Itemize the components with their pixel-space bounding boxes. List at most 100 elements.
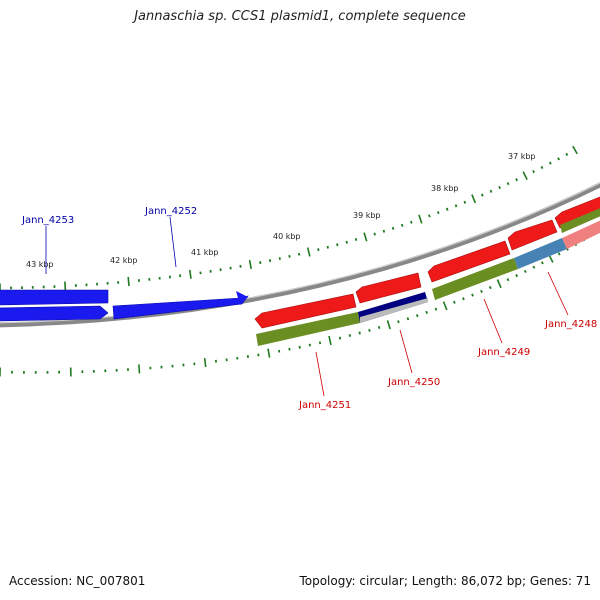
inner-ring-minor-tick (557, 252, 561, 256)
outer-ring-minor-tick (565, 152, 569, 157)
inner-ring-minor-tick (397, 320, 400, 324)
outer-ring-minor-tick (400, 223, 404, 227)
sequence-backbone (0, 182, 600, 328)
gene-label-jann-4248[interactable]: Jann_4248 (544, 319, 597, 330)
outer-ring-minor-tick (540, 165, 544, 169)
outer-ring-minor-tick (326, 245, 329, 249)
inner-ring-minor-tick (453, 300, 456, 304)
inner-ring-minor-tick (406, 317, 410, 321)
topology-value: circular (359, 574, 404, 588)
gene-jann-4252-arrowhead (236, 291, 248, 305)
inner-ring-minor-tick (425, 310, 428, 315)
inner-ring-minor-tick (348, 334, 352, 338)
inner-ring-minor-tick (377, 326, 381, 330)
inner-ring-minor-tick (368, 328, 371, 332)
gene-labels: Jann_4253 Jann_4252 Jann_4251 Jann_4250 … (21, 206, 597, 411)
outer-ring-minor-tick (436, 211, 440, 215)
cog-segment-olive-2 (432, 258, 518, 300)
outer-ring-minor-tick (498, 185, 501, 190)
inner-ring-minor-tick (358, 331, 361, 335)
inner-ring-minor-tick (471, 293, 474, 297)
gene-jann-4252[interactable] (112, 295, 249, 320)
outer-ring-minor-tick (410, 220, 413, 224)
scale-label-42kbp: 42 kbp (110, 256, 138, 265)
outer-ring-minor-tick (548, 161, 552, 165)
gene-label-jann-4253[interactable]: Jann_4253 (21, 215, 74, 226)
inner-ring-major-tick (328, 335, 332, 346)
outer-ring-major-tick (127, 276, 130, 287)
outer-ring-minor-tick (259, 261, 262, 265)
gene-jann-4253-upper[interactable] (0, 289, 109, 306)
gene-jann-4248[interactable] (507, 219, 558, 251)
gene-jann-4251[interactable] (254, 293, 357, 329)
scale-label-38kbp: 38 kbp (431, 184, 459, 193)
inner-ring-major-tick (138, 364, 141, 374)
genes-label: Genes: (529, 574, 572, 588)
inner-ring-major-tick (496, 279, 502, 289)
cog-segment-olive-3 (560, 208, 600, 233)
outer-ring-minor-tick (354, 238, 358, 242)
inner-ring-minor-tick (488, 286, 492, 290)
length-label: Length: (411, 574, 458, 588)
leader-jann-4250 (399, 329, 413, 374)
inner-ring-minor-tick (288, 347, 291, 351)
outer-ring-minor-tick (515, 178, 519, 182)
accession-value: NC_007801 (76, 574, 146, 588)
outer-ring-minor-tick (532, 169, 535, 174)
inner-ring-major-tick (442, 301, 448, 311)
inner-ring-minor-tick (523, 269, 527, 274)
accession-label: Accession: (9, 574, 73, 588)
inner-ring-major-tick (203, 358, 207, 368)
inner-ring-minor-tick (298, 345, 301, 349)
outer-ring-major-tick (64, 281, 67, 291)
scale-label-39kbp: 39 kbp (353, 211, 381, 220)
leader-jann-4249 (483, 298, 503, 344)
gene-next-reverse[interactable] (554, 193, 600, 229)
gene-jann-4250[interactable] (355, 272, 422, 304)
outer-ring-minor-tick (288, 254, 291, 258)
outer-ring-minor-tick (557, 157, 560, 161)
gene-jann-4253-lower[interactable] (0, 305, 109, 322)
cog-category-ring (256, 208, 600, 346)
inner-ring-minor-tick (532, 265, 536, 269)
gene-label-jann-4252[interactable]: Jann_4252 (144, 206, 197, 217)
outer-ring-major-tick (306, 247, 311, 257)
leader-jann-4251 (315, 351, 325, 397)
outer-ring-minor-tick (489, 189, 493, 193)
reverse-strand-genes (254, 193, 600, 329)
gene-label-leaders (45, 216, 569, 397)
outer-ring-major-tick (363, 232, 368, 242)
cog-segment-pink (562, 220, 600, 249)
scale-label-40kbp: 40 kbp (273, 232, 301, 241)
inner-ring-minor-tick (541, 261, 544, 265)
accession-info: Accession: NC_007801 (9, 574, 145, 588)
inner-ring-minor-tick (308, 343, 311, 347)
inner-ring-minor-tick (416, 314, 419, 318)
inner-ring-minor-tick (462, 297, 465, 301)
outer-ring-major-tick (248, 259, 252, 270)
leader-jann-4252 (169, 216, 177, 268)
forward-strand-genes (0, 289, 249, 322)
inner-ring-minor-tick (480, 289, 483, 293)
inner-ring-minor-tick (515, 274, 519, 278)
map-title: Jannaschia sp. CCS1 plasmid1, complete s… (134, 9, 466, 24)
inner-ring-major-tick (386, 320, 391, 330)
outer-ring-minor-tick (445, 207, 449, 211)
gene-jann-4249[interactable] (427, 240, 511, 283)
outer-ring-minor-tick (428, 214, 431, 218)
outer-ring-major-tick (522, 171, 528, 181)
gene-label-jann-4250[interactable]: Jann_4250 (387, 377, 440, 388)
inner-ring-minor-tick (506, 278, 510, 282)
inner-ring-minor-tick (278, 349, 281, 353)
scale-label-43kbp: 43 kbp (26, 260, 54, 269)
outer-ring-minor-tick (298, 252, 301, 256)
outer-ring-minor-tick (336, 243, 339, 247)
gene-label-jann-4251[interactable]: Jann_4251 (298, 400, 351, 411)
cog-segment-steelblue (514, 238, 567, 269)
scale-labels: 43 kbp 42 kbp 41 kbp 40 kbp 39 kbp 38 kb… (26, 152, 536, 269)
gene-label-jann-4249[interactable]: Jann_4249 (477, 347, 530, 358)
outer-ring-major-tick (418, 214, 423, 224)
outer-ring-major-tick (188, 269, 192, 279)
outer-ring-minor-tick (506, 182, 510, 186)
